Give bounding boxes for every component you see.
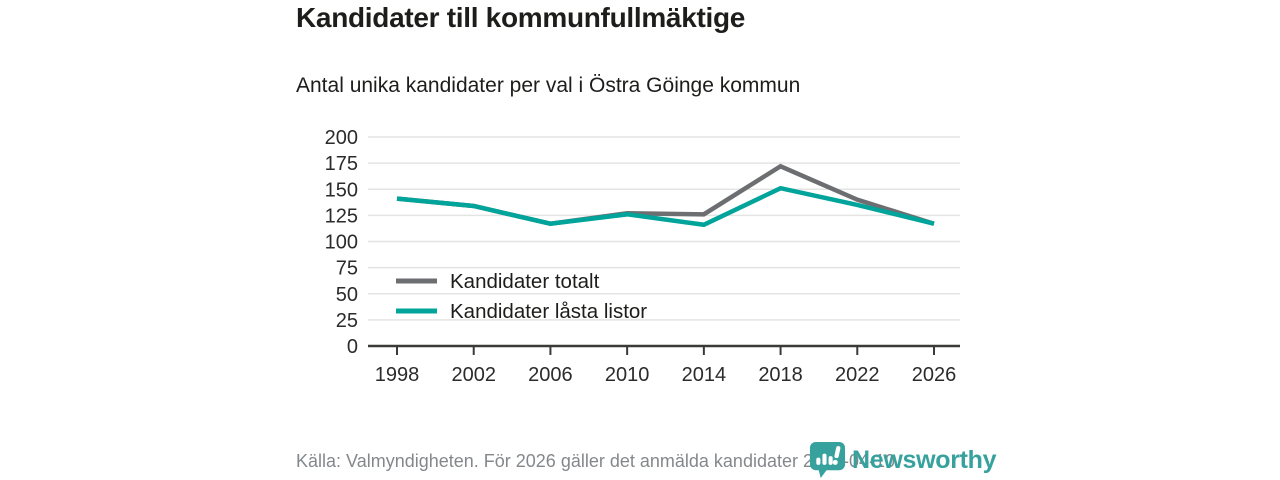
legend-swatch xyxy=(396,308,437,314)
x-axis-tick-label: 1998 xyxy=(375,364,420,386)
y-axis-tick-label: 125 xyxy=(325,205,358,227)
newsworthy-logo: Newsworthy xyxy=(808,440,997,480)
chart-title: Kandidater till kommunfullmäktige xyxy=(296,2,746,33)
legend-label: Kandidater låsta listor xyxy=(450,300,647,323)
x-axis-tick-label: 2010 xyxy=(605,364,650,386)
y-axis-tick-label: 150 xyxy=(325,179,358,201)
legend-label: Kandidater totalt xyxy=(450,270,600,293)
y-axis-tick-label: 75 xyxy=(336,258,358,280)
y-axis-tick-label: 50 xyxy=(336,284,358,306)
y-axis-tick-label: 25 xyxy=(336,310,358,332)
line-chart: 0 25 50 75 100 125 150 175 200 1998 2002 2006 2010 20… xyxy=(325,127,960,386)
x-axis-tick-label: 2014 xyxy=(682,364,727,386)
y-axis-tick-label: 200 xyxy=(325,127,358,149)
x-axis-tick-label: 2002 xyxy=(451,364,496,386)
x-axis-tick-label: 2006 xyxy=(528,364,573,386)
x-axis-tick-label: 2018 xyxy=(758,364,803,386)
y-axis-tick-label: 0 xyxy=(347,336,358,358)
x-axis-tick-label: 2026 xyxy=(912,364,957,386)
chart-subtitle: Antal unika kandidater per val i Östra G… xyxy=(296,74,801,97)
x-axis-tick-label: 2022 xyxy=(835,364,880,386)
newsworthy-wordmark: Newsworthy xyxy=(852,445,997,474)
source-note: Källa: Valmyndigheten. För 2026 gäller d… xyxy=(296,451,901,471)
legend-swatch xyxy=(396,278,437,284)
y-axis-tick-label: 100 xyxy=(325,232,358,254)
y-axis-tick-label: 175 xyxy=(325,153,358,175)
series-line-kandidater-l-sta-listor xyxy=(396,185,935,228)
newsworthy-speech-bubble-chart-icon xyxy=(809,441,846,479)
